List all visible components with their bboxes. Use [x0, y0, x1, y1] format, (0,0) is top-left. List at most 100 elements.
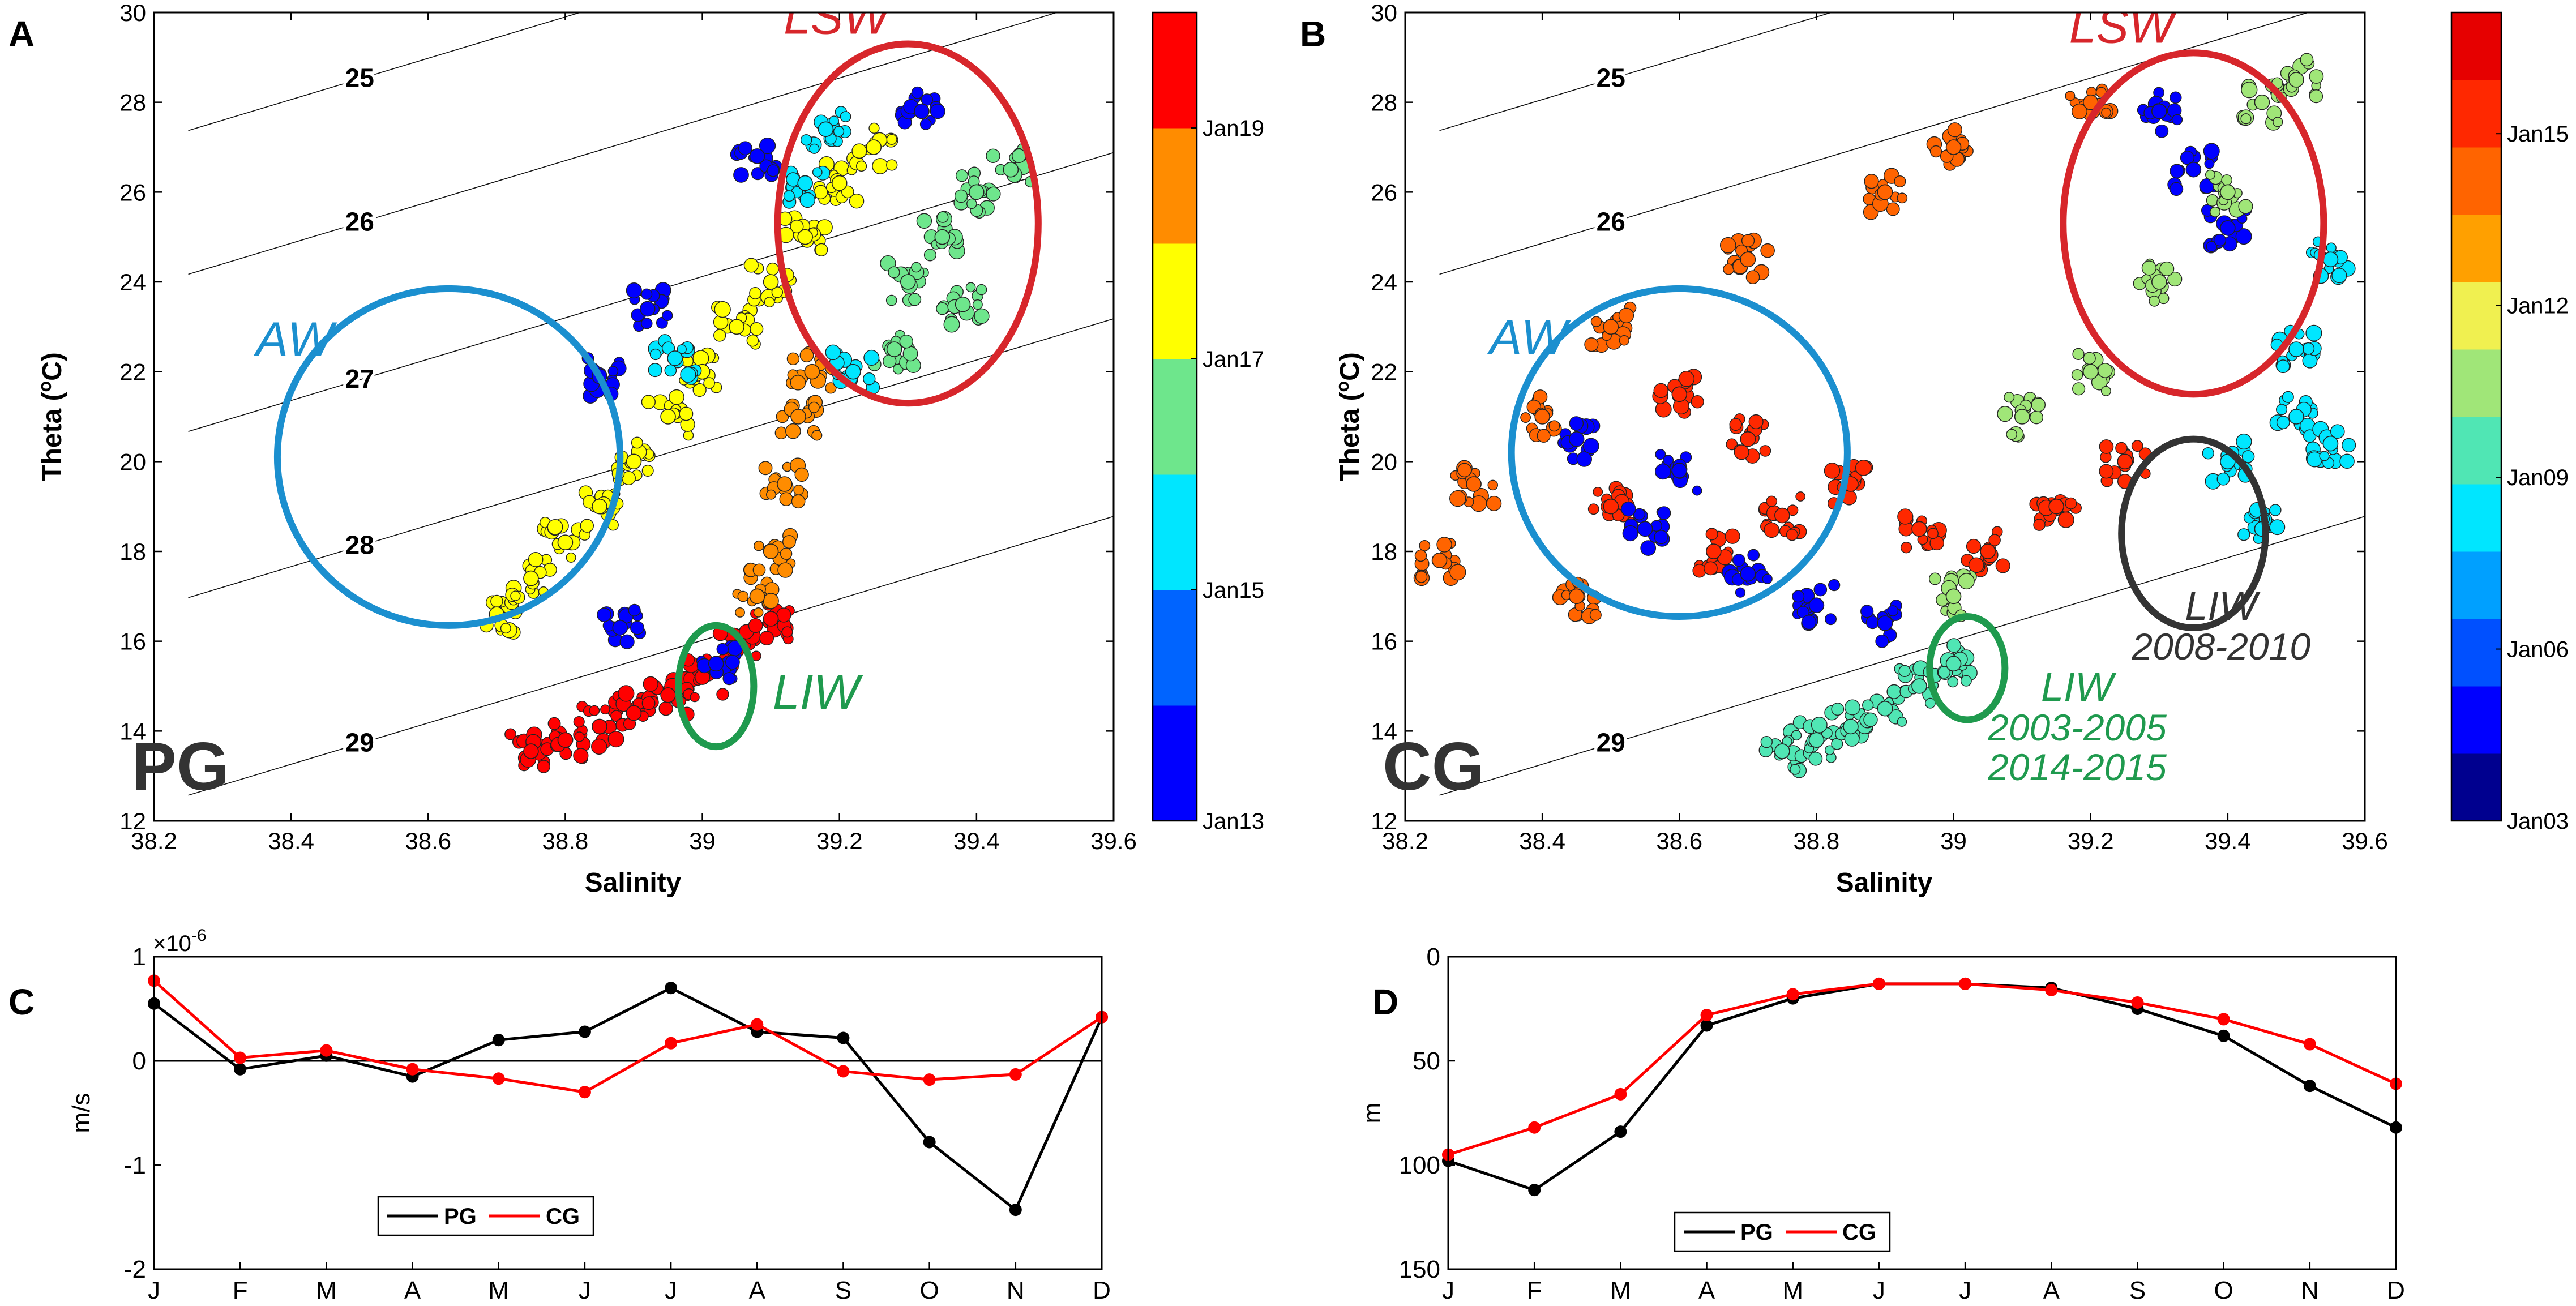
data-point: [2339, 453, 2355, 469]
data-point: [799, 192, 816, 208]
data-point: [1786, 529, 1799, 541]
period-note-line: 2008-2010: [2131, 626, 2310, 667]
data-point: [791, 494, 806, 509]
colorbar-segment: [2451, 215, 2501, 282]
data-point: [1415, 571, 1428, 583]
colorbar-tick-label: Jan13: [1203, 809, 1264, 834]
data-point: [2305, 324, 2322, 341]
data-point: [1593, 486, 1603, 497]
data-point: [782, 535, 796, 549]
data-point: [658, 701, 673, 716]
series-marker: [2131, 996, 2144, 1009]
data-point: [975, 284, 987, 296]
data-point: [1808, 751, 1823, 766]
data-point: [2276, 404, 2288, 416]
data-point: [1875, 634, 1889, 648]
data-point: [1947, 122, 1963, 138]
data-point: [1886, 202, 1900, 216]
data-point: [1734, 444, 1749, 460]
x-tick-label: 39.6: [2342, 828, 2388, 854]
data-point: [771, 286, 784, 298]
data-point: [692, 383, 707, 397]
data-point: [1760, 735, 1773, 748]
data-point: [886, 341, 902, 357]
data-point: [2141, 260, 2157, 276]
data-point: [752, 563, 766, 577]
x-tick-label: 39.4: [2205, 828, 2251, 854]
data-point: [557, 732, 574, 748]
x-axis-label-a: Salinity: [585, 868, 682, 898]
data-point: [1774, 507, 1790, 524]
data-point: [779, 492, 793, 506]
data-point: [729, 319, 744, 335]
data-point: [2322, 251, 2339, 268]
x-tick-label: M: [488, 1277, 509, 1304]
data-point: [1419, 540, 1431, 551]
series-marker: [1872, 977, 1885, 990]
data-point: [1774, 743, 1790, 759]
data-point: [607, 731, 624, 748]
series-marker: [1700, 1009, 1713, 1022]
series-marker: [1009, 1068, 1022, 1081]
x-tick-label: J: [1873, 1277, 1885, 1304]
data-point: [1747, 549, 1760, 562]
colorbar-tick-label: Jan03: [2507, 809, 2569, 834]
data-point: [660, 409, 676, 425]
data-point: [2099, 464, 2114, 479]
data-point: [2276, 359, 2290, 374]
data-point: [648, 363, 662, 378]
x-tick-label: J: [579, 1277, 591, 1304]
data-point: [641, 318, 653, 329]
colorbar-segment: [2451, 551, 2501, 619]
legend-box: [377, 1196, 594, 1236]
data-point: [716, 688, 729, 701]
data-point: [955, 169, 969, 182]
data-point: [1958, 573, 1975, 590]
x-tick-label: O: [2214, 1277, 2233, 1304]
y-tick-label: 28: [119, 89, 146, 116]
data-point: [631, 436, 643, 449]
data-point: [2014, 409, 2030, 425]
water-mass-ellipse: [675, 622, 758, 751]
data-point: [1795, 491, 1806, 502]
data-point: [1980, 543, 1996, 559]
colorbar-tick-label: Jan15: [1203, 578, 1264, 603]
data-point: [1741, 234, 1755, 247]
data-point: [2216, 472, 2230, 486]
data-point: [1457, 463, 1472, 478]
y-tick-label: 150: [1399, 1256, 1440, 1283]
colorbar-segment: [1153, 590, 1197, 706]
colorbar-segment: [2451, 80, 2501, 148]
data-point: [2240, 113, 2252, 125]
data-point: [908, 293, 922, 306]
data-point: [758, 461, 773, 476]
data-point: [955, 296, 971, 312]
data-point: [2330, 424, 2345, 439]
x-tick-label: 39.6: [1090, 828, 1137, 854]
data-point: [815, 243, 828, 256]
x-tick-label: J: [665, 1277, 677, 1304]
data-point: [2238, 199, 2253, 214]
series-marker: [2217, 1013, 2230, 1026]
series-marker: [320, 1044, 333, 1057]
data-point: [2220, 220, 2236, 236]
data-point: [547, 519, 563, 535]
data-point: [1995, 558, 2010, 573]
y-tick-label: 50: [1413, 1047, 1440, 1075]
data-point: [1725, 528, 1740, 544]
data-point: [754, 540, 764, 551]
data-point: [763, 274, 779, 290]
data-point: [1945, 139, 1962, 155]
data-point: [626, 453, 642, 470]
x-tick-label: 38.4: [1519, 828, 1565, 854]
y-axis-label-c: m/s: [67, 1093, 95, 1133]
data-point: [1732, 554, 1745, 567]
data-point: [1740, 431, 1756, 447]
data-point: [1486, 495, 1502, 511]
region-label-pg: PG: [131, 729, 229, 804]
y-tick-label: 26: [119, 179, 146, 205]
data-point: [969, 184, 985, 200]
data-point: [1520, 412, 1531, 423]
period-note-line: LIW: [2041, 665, 2117, 710]
water-mass-label: AW: [1487, 311, 1571, 365]
